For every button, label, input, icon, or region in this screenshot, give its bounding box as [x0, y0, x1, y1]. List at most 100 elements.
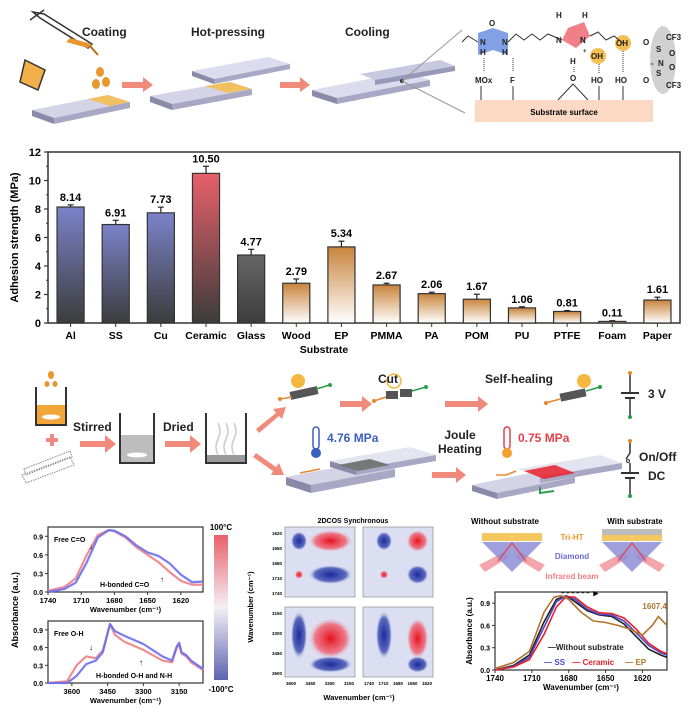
atr-substrate-panel: Without substrate With substrate Tri-HT Dia… — [465, 517, 668, 692]
step-label-stirred: Stirred — [73, 420, 112, 434]
correlation-peak-red — [379, 570, 389, 579]
tri-ht-label: Tri-HT — [560, 533, 583, 542]
temperature-ftir-panel: 0.0 0.3 0.6 0.9 1740 1710 1680 1650 1620 Wavenumb… — [10, 523, 234, 705]
y-tick-label: 3600 — [272, 671, 283, 676]
surface-group-label: F — [510, 76, 515, 85]
beaker-icon — [19, 58, 46, 92]
x-tick-label: PA — [425, 330, 439, 342]
arrow-icon — [280, 77, 310, 92]
arrow-down-icon: ↓ — [89, 542, 93, 551]
value-label: 2.67 — [376, 270, 397, 282]
x-tick-label: PMMA — [371, 330, 403, 342]
legend-without-substrate: —Without substrate — [548, 643, 624, 652]
atom-label: H — [480, 48, 486, 57]
x-tick-label: Paper — [643, 330, 672, 342]
bar-pom — [462, 298, 492, 324]
y-tick-label: 6 — [35, 233, 41, 245]
correlation-peak-red — [308, 529, 353, 553]
atom-label: O — [489, 19, 495, 28]
value-label: 5.34 — [331, 228, 353, 240]
bar-cu — [146, 212, 175, 324]
x-tick-label: 3600 — [64, 687, 81, 696]
tri-ht-layer — [482, 533, 542, 541]
x-tick-label: 3300 — [325, 681, 336, 686]
x-tick-label: 1740 — [40, 596, 57, 605]
y-tick-label: 3450 — [272, 651, 283, 656]
y-tick-label: 0.0 — [480, 668, 490, 675]
correlation-peak-blue — [290, 610, 308, 660]
substrate-layer — [602, 529, 662, 535]
substrate-slab-hotpress — [150, 57, 290, 110]
colorbar-max-label: 100°C — [210, 523, 233, 532]
strength-after-label: 0.75 MPa — [518, 431, 570, 445]
diamond-crystal — [602, 542, 662, 572]
x-tick-label: Ceramic — [185, 330, 227, 342]
atom-label: H — [556, 11, 562, 20]
x-tick-label: 1710 — [378, 681, 389, 686]
correlation-peak-red — [308, 617, 353, 660]
top-process-illustration: O N H N H H H N N + H O OH OH O S O N - … — [19, 9, 682, 124]
correlation-peak-blue — [375, 610, 393, 660]
bar-ptfe — [552, 310, 582, 324]
y-tick-label: 0.0 — [33, 681, 43, 688]
substrate-surface-label: Substrate surface — [530, 108, 598, 117]
y-tick-label: 1710 — [272, 576, 283, 581]
circuit-healed-icon — [544, 374, 602, 405]
y-tick-label: 0.9 — [33, 534, 43, 541]
x-tick-label: 1710 — [523, 674, 541, 683]
colorbar-min-label: -100°C — [209, 685, 234, 694]
arrow-icon — [256, 407, 286, 433]
arrow-down-icon: ↓ — [89, 643, 93, 652]
adhesion-bar-chart: 0 2 4 6 8 10 12 8.14 Al 6.91 SS 7.73 Cu 10.50 Ceramic 4… — [9, 147, 681, 356]
step-label-self-healing: Self-healing — [485, 372, 554, 386]
lap-joint-heated — [472, 455, 622, 499]
step-label-coating: Coating — [82, 25, 127, 39]
value-label: 7.73 — [150, 194, 171, 206]
middle-process-illustration — [21, 371, 639, 499]
bar-ss — [101, 223, 130, 324]
x-tick-label: 3450 — [305, 681, 316, 686]
x-axis-label: Substrate — [300, 344, 349, 356]
step-label-joule-heating: Joule Heating — [437, 428, 482, 456]
value-label: 1.61 — [647, 284, 668, 296]
bar-pmma — [372, 284, 401, 324]
drops-icon — [92, 67, 110, 89]
switch-label: On/Off — [639, 450, 677, 464]
y-tick-label: 8 — [35, 204, 41, 216]
y-tick-label: 0.6 — [33, 553, 43, 560]
annotation-free-oh: Free O-H — [54, 631, 84, 638]
atom-label: N — [580, 36, 586, 45]
series-line-ep — [494, 594, 668, 670]
arrow-icon — [80, 435, 116, 453]
series-line-ceramic — [494, 595, 668, 671]
x-axis-label: Wavenumber (cm⁻¹) — [543, 683, 619, 692]
x-axis-label: Wavenumber (cm⁻¹) — [90, 605, 162, 614]
bar-wood — [282, 282, 311, 324]
peak-annotation: 1607.4 — [642, 602, 667, 611]
value-label: 2.06 — [421, 279, 442, 291]
x-tick-label: 3150 — [344, 681, 355, 686]
arrow-right-icon: ▶ — [593, 591, 599, 598]
y-tick-label: 0.3 — [33, 663, 43, 670]
atom-label: N — [480, 38, 486, 47]
y-axis-label: Wavenumber (cm⁻¹) — [246, 571, 255, 643]
x-tick-label: PU — [515, 330, 530, 342]
x-tick-label: 3300 — [135, 687, 152, 696]
x-tick-label: 3150 — [171, 687, 188, 696]
strength-before-label: 4.76 MPa — [327, 431, 379, 445]
legend-ep: — EP — [625, 658, 647, 667]
x-tick-label: Cu — [154, 330, 168, 342]
with-substrate-title: With substrate — [607, 517, 663, 526]
beam-path — [617, 542, 647, 562]
y-tick-label: 0.6 — [33, 646, 43, 653]
y-axis-label: Absorbance (a.u.) — [465, 597, 474, 665]
temperature-colorbar — [214, 535, 228, 680]
atom-label: O — [643, 76, 649, 85]
x-tick-label: POM — [465, 330, 489, 342]
atom-label: O — [643, 38, 649, 47]
x-tick-label: SS — [109, 330, 123, 342]
dc-source-label: DC — [648, 469, 666, 483]
y-tick-label: 0 — [35, 318, 41, 330]
tri-ht-layer — [602, 535, 662, 541]
correlation-peak-red — [406, 529, 429, 553]
